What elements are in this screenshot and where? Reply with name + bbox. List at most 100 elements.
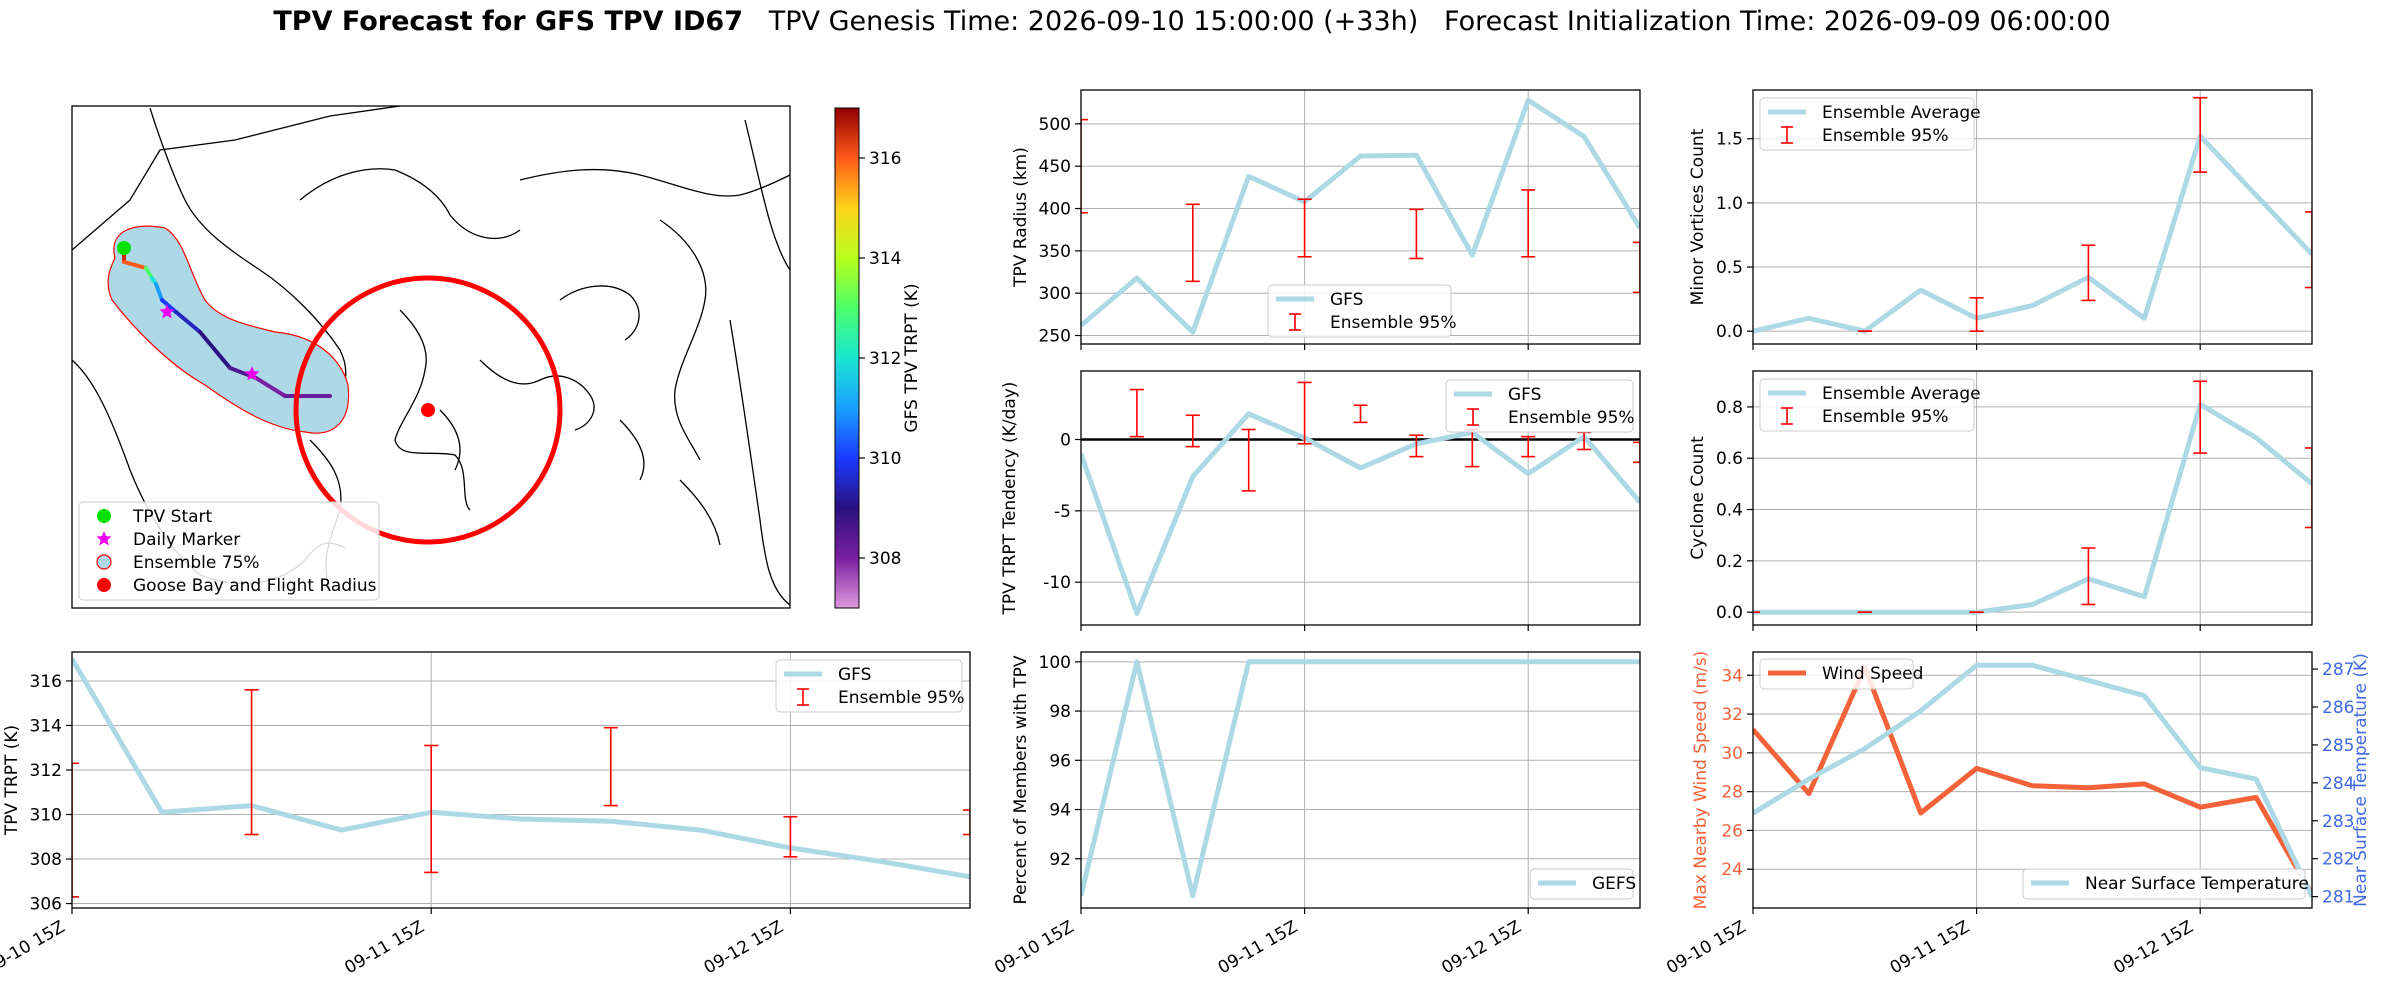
y-axis-label: TPV Radius (km) (1011, 147, 1031, 288)
series-line-gefs (1081, 659, 1640, 899)
panel-trpt: 306 308 310 312 314 316 09-10 15Z 09-11 15Z 09-1… (0, 651, 971, 978)
error-bar (1521, 435, 1536, 458)
y-tick-label: 28 (1721, 783, 1743, 803)
panel-radius: 250 300 350 400 450 500 TPV Radius (km) GFS Ense… (1011, 89, 1641, 350)
y2-tick-label: 281 (2322, 888, 2354, 908)
coastline (519, 168, 790, 197)
error-bar (1297, 198, 1312, 258)
coastline (479, 359, 595, 431)
error-bar (2305, 211, 2312, 289)
ensemble-75-region (107, 225, 350, 434)
y-tick-label: 32 (1721, 705, 1743, 725)
y-tick-label: 1.0 (1716, 194, 1743, 214)
border-line (72, 106, 401, 251)
error-bar (783, 815, 798, 858)
y-axis-label: Percent of Members with TPV (1011, 655, 1031, 904)
y-tick-label: 450 (1039, 157, 1071, 177)
y2-tick-label: 282 (2322, 850, 2354, 870)
error-bar (1633, 441, 1640, 464)
error-bar (1409, 434, 1424, 458)
coastline (299, 168, 521, 240)
coastline (729, 319, 790, 606)
y-tick-label: -10 (1043, 573, 1071, 593)
legend: GFS Ensemble 95% (1267, 284, 1457, 338)
legend: Wind Speed (1759, 658, 1923, 690)
panel-minor: 0.0 0.5 1.0 1.5 Minor Vortices Count Ensemble… (1688, 89, 2313, 350)
y-tick-label: 94 (1049, 801, 1071, 821)
coastline (744, 119, 790, 271)
legend-label: Ensemble 75% (133, 553, 260, 573)
y-tick-label: 0.2 (1716, 552, 1743, 572)
legend-label: Ensemble 95% (1508, 408, 1635, 428)
legend-frame (1529, 868, 1634, 900)
legend-frame (2022, 868, 2306, 900)
y-tick-label: 26 (1721, 821, 1743, 841)
y-tick-label: 308 (30, 850, 62, 870)
legend-label: Daily Marker (133, 530, 240, 550)
legend-frame (78, 501, 380, 601)
legend-frame (1445, 379, 1634, 433)
legend-label: GEFS (1592, 874, 1636, 894)
series-line-gfs (1081, 97, 1640, 335)
y-tick-label: 34 (1721, 666, 1743, 686)
legend-label: GFS (1330, 290, 1363, 310)
colorbar-tick-label: 308 (869, 549, 901, 569)
error-bar (1409, 208, 1424, 260)
axes-frame (71, 651, 971, 909)
y-tick-label: 500 (1039, 115, 1071, 135)
x-tick-label: 09-11 15Z (341, 917, 427, 978)
error-bar (244, 689, 259, 836)
x-tick-label: 09-11 15Z (1887, 917, 1973, 978)
x-tick-label: 09-12 15Z (701, 917, 787, 978)
error-bar (603, 726, 618, 807)
legend: GEFS (1529, 868, 1636, 900)
coastline (659, 219, 707, 461)
coastline (149, 107, 347, 396)
y-tick-label: 310 (30, 806, 62, 826)
y-tick-label: 250 (1039, 327, 1071, 347)
legend-frame (775, 659, 963, 713)
map-frame (71, 105, 791, 609)
panel-percent: 92 94 96 98 100 09-10 15Z 09-11 15Z 09-12 15Z Pe… (991, 651, 1641, 978)
legend-label: Ensemble 95% (1822, 126, 1949, 146)
y2-tick-label: 285 (2322, 736, 2354, 756)
y-tick-label: 314 (30, 716, 62, 736)
y-tick-label: 30 (1721, 744, 1743, 764)
error-bar (1521, 189, 1536, 258)
y2-tick-label: 283 (2322, 812, 2354, 832)
error-bar (2081, 547, 2096, 606)
y-tick-label: 0.8 (1716, 398, 1743, 418)
legend-label: Near Surface Temperature (2085, 874, 2309, 894)
legend: Ensemble Average Ensemble 95% (1759, 378, 1981, 432)
coastline (394, 309, 471, 511)
colorbar-bar (834, 107, 860, 609)
error-bar (1633, 241, 1640, 294)
error-bar (2081, 244, 2096, 302)
legend-daily-swatch (96, 531, 112, 546)
y-tick-label: 0.5 (1716, 258, 1743, 278)
legend-ensemble-swatch (96, 554, 112, 570)
daily-marker (244, 366, 260, 381)
panel-cyclone: 0.0 0.2 0.4 0.6 0.8 Cyclone Count Ensemble Ave… (1688, 370, 2313, 631)
axes-frame (1752, 89, 2313, 345)
x-tick-label: 09-12 15Z (2110, 917, 2196, 978)
y-tick-label: 96 (1049, 751, 1071, 771)
figure-title: TPV Forecast for GFS TPV ID67 TPV Genesi… (0, 6, 2384, 37)
legend-label: Ensemble 95% (1330, 313, 1457, 333)
y2-tick-label: 287 (2322, 660, 2354, 680)
y-tick-label: 0 (1060, 430, 1071, 450)
colorbar-tick-label: 316 (869, 149, 901, 169)
y2-axis-label: Near Surface Temperature (K) (2351, 653, 2371, 907)
y-tick-label: 306 (30, 895, 62, 915)
y-tick-label: 350 (1039, 242, 1071, 262)
colorbar-label: GFS TPV TRPT (K) (902, 283, 922, 432)
axes-frame (1752, 370, 2313, 626)
panel-wind: 24 26 28 30 32 34 09-10 15Z 09-11 15Z 09-12 15Z M… (1663, 651, 2371, 979)
legend: Near Surface Temperature (2022, 868, 2309, 900)
track-segment (198, 330, 232, 370)
colorbar: 308 310 312 314 316 GFS TPV TRPT (K) (834, 107, 922, 609)
error-bar (1129, 388, 1144, 438)
axes-frame (1752, 651, 2313, 909)
axes-frame (1080, 651, 1641, 909)
